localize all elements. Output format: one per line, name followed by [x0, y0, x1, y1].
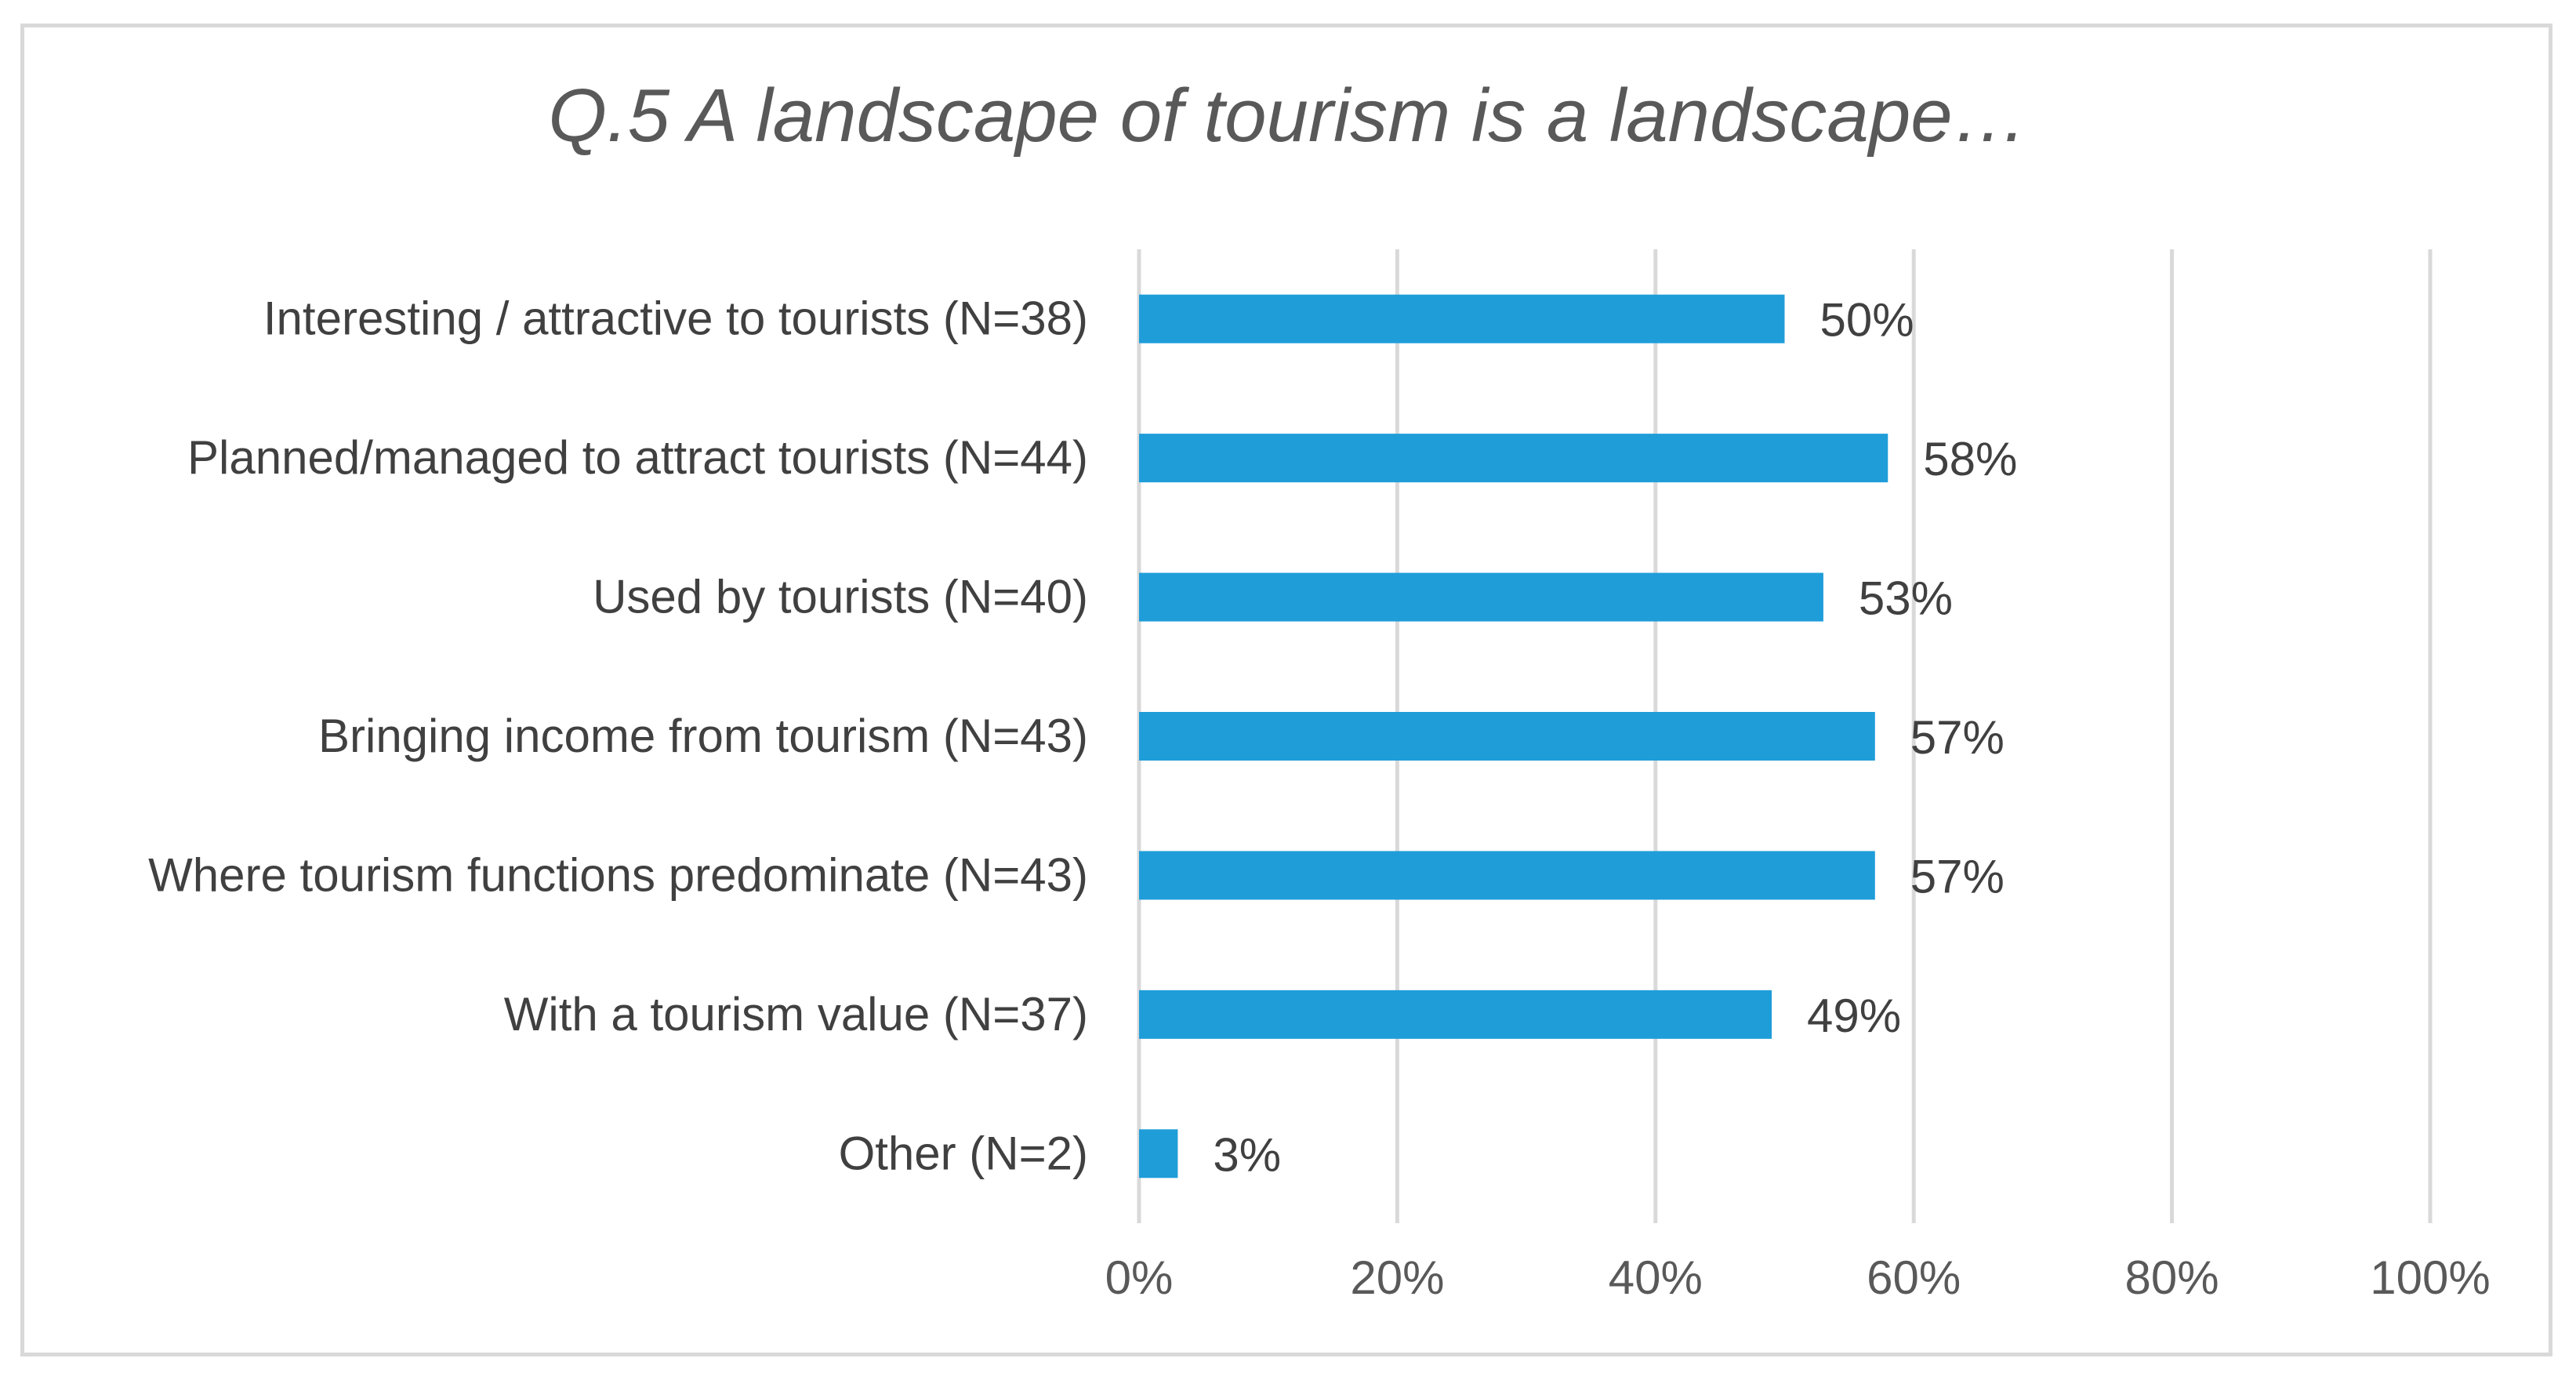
- x-tick-label: 100%: [2370, 1251, 2490, 1304]
- category-labels: Interesting / attractive to tourists (N=…: [148, 292, 1088, 1180]
- data-label: 50%: [1820, 294, 1914, 347]
- chart-title: Q.5 A landscape of tourism is a landscap…: [548, 74, 2028, 158]
- bars: [1139, 294, 1888, 1178]
- category-label: Other (N=2): [839, 1127, 1088, 1179]
- data-label: 57%: [1910, 850, 2005, 902]
- x-axis-tick-labels: 0% 20% 40% 60% 80% 100%: [1105, 1251, 2491, 1304]
- data-label: 53%: [1859, 572, 1953, 625]
- x-tick-label: 0%: [1105, 1251, 1174, 1304]
- bar: [1139, 572, 1823, 622]
- bar: [1139, 294, 1785, 343]
- category-label: Bringing income from tourism (N=43): [318, 710, 1088, 762]
- data-label: 3%: [1213, 1128, 1281, 1181]
- category-label: Where tourism functions predominate (N=4…: [148, 848, 1088, 901]
- data-labels: 50% 58% 53% 57% 57% 49% 3%: [1213, 294, 2017, 1182]
- data-label: 58%: [1923, 433, 2017, 485]
- x-tick-label: 40%: [1609, 1251, 1703, 1304]
- data-label: 49%: [1807, 990, 1901, 1042]
- category-label: Interesting / attractive to tourists (N=…: [263, 292, 1088, 345]
- x-tick-label: 60%: [1867, 1251, 1961, 1304]
- category-label: With a tourism value (N=37): [504, 988, 1088, 1040]
- category-label: Planned/managed to attract tourists (N=4…: [187, 431, 1088, 484]
- bar: [1139, 990, 1772, 1039]
- bar: [1139, 434, 1888, 483]
- x-tick-label: 80%: [2125, 1251, 2219, 1304]
- data-label: 57%: [1910, 711, 2005, 764]
- category-label: Used by tourists (N=40): [593, 571, 1088, 623]
- bar: [1139, 1129, 1178, 1178]
- x-tick-label: 20%: [1350, 1251, 1444, 1304]
- bar: [1139, 712, 1875, 761]
- bar: [1139, 851, 1875, 900]
- chart-frame: [20, 24, 2552, 1356]
